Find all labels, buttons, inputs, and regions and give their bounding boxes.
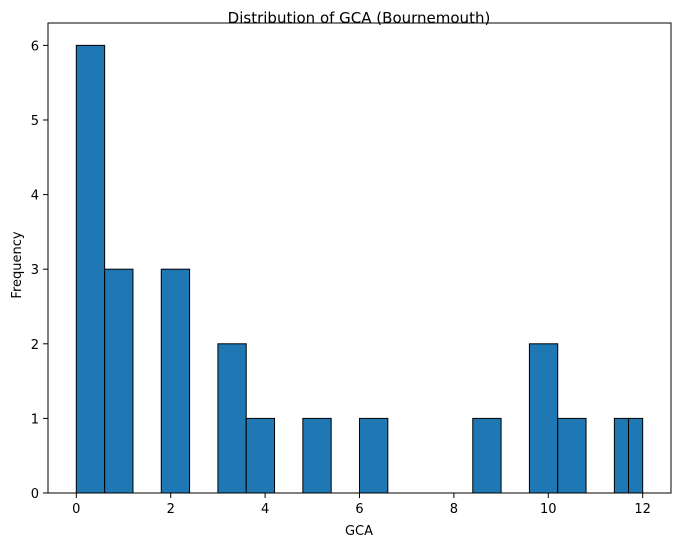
histogram-bar-1 xyxy=(104,268,134,494)
histogram-bar-17 xyxy=(557,417,587,494)
x-tick-label: 4 xyxy=(261,502,269,517)
bars-group xyxy=(75,44,644,494)
y-tick-label: 0 xyxy=(31,487,39,502)
x-axis-ticks: 0 2 4 6 8 10 12 xyxy=(72,493,651,517)
x-axis-label: GCA xyxy=(345,524,373,539)
histogram-bar-6 xyxy=(245,417,276,494)
histogram-bar-14 xyxy=(472,417,502,494)
y-tick-label: 4 xyxy=(31,189,39,204)
x-tick-label: 2 xyxy=(167,502,175,517)
y-tick-label: 6 xyxy=(31,39,39,54)
y-tick-label: 1 xyxy=(31,412,39,427)
histogram-bar-10 xyxy=(359,417,389,494)
x-tick-label: 8 xyxy=(450,502,458,517)
y-axis-label: Frequency xyxy=(10,231,25,298)
y-axis-ticks: 0 1 2 3 4 5 6 xyxy=(31,39,48,502)
histogram-bar-16 xyxy=(528,343,559,494)
x-tick-label: 6 xyxy=(355,502,363,517)
histogram-bar-19a xyxy=(613,417,630,494)
histogram-bar-0 xyxy=(75,44,106,494)
y-tick-label: 2 xyxy=(31,338,39,353)
histogram-bar-8 xyxy=(302,417,332,494)
y-tick-label: 5 xyxy=(31,114,39,129)
chart-title: Distribution of GCA (Bournemouth) xyxy=(228,9,491,27)
x-tick-label: 12 xyxy=(634,502,651,517)
histogram-bar-19b xyxy=(628,417,644,494)
histogram-bar-3 xyxy=(160,268,191,494)
histogram-bar-5 xyxy=(217,343,247,494)
x-tick-label: 0 xyxy=(72,502,80,517)
y-tick-label: 3 xyxy=(31,263,39,278)
x-tick-label: 10 xyxy=(540,502,557,517)
